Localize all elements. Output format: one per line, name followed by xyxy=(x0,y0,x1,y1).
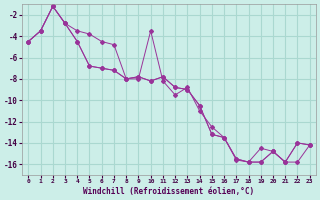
X-axis label: Windchill (Refroidissement éolien,°C): Windchill (Refroidissement éolien,°C) xyxy=(84,187,255,196)
